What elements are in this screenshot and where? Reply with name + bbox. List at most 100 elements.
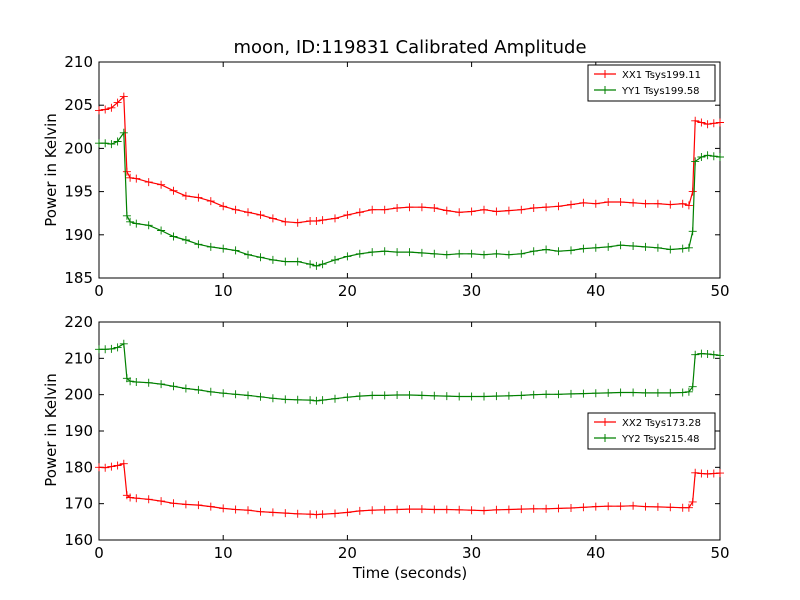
top-chart-data-point-yy1 [101, 139, 110, 148]
bottom-chart-data-point-yy2 [529, 390, 538, 399]
bottom-chart-x-tick-label: 20 [338, 544, 357, 562]
top-chart-axes-frame [98, 61, 721, 279]
top-chart-data-point-yy1 [169, 232, 178, 241]
top-chart-data-point-xx1 [281, 217, 290, 226]
bottom-chart-x-axis-label: Time (seconds) [352, 564, 468, 582]
top-chart-data-point-xx1 [331, 214, 339, 223]
top-chart-data-point-xx1 [169, 186, 178, 195]
top-chart-data-point-yy1 [442, 250, 451, 259]
top-chart-data-point-yy1 [268, 255, 277, 264]
bottom-chart-data-point-xx2 [691, 468, 700, 477]
bottom-chart-data-point-yy2 [703, 350, 712, 358]
top-chart-data-point-xx1 [206, 197, 215, 206]
legend-label-yy2: YY2 Tsys215.48 [621, 434, 700, 445]
top-chart-data-point-xx1 [318, 216, 327, 225]
bottom-chart-legend-box [587, 412, 716, 450]
bottom-chart-data-point-xx2 [244, 506, 252, 515]
top-chart-data-point-xx1 [393, 204, 402, 212]
top-chart-data-point-xx1 [504, 206, 513, 215]
bottom-chart-data-point-xx2 [380, 505, 389, 514]
top-chart-data-point-yy1 [132, 219, 141, 228]
bottom-chart-data-point-yy2 [417, 391, 426, 400]
top-chart-data-point-yy1 [119, 128, 128, 137]
top-chart-data-point-xx1 [312, 217, 321, 225]
top-chart-data-point-xx1 [368, 205, 377, 214]
bottom-chart-y-tick-label: 160 [64, 531, 93, 549]
bottom-chart-data-point-xx2 [492, 505, 501, 514]
top-chart-data-point-yy1 [641, 242, 650, 251]
bottom-chart-data-point-xx2 [293, 509, 302, 518]
bottom-chart-data-point-xx2 [206, 502, 215, 511]
top-chart-data-point-xx1 [442, 206, 451, 215]
bottom-chart-data-point-yy2 [653, 388, 662, 397]
top-chart-data-point-xx1 [132, 174, 141, 183]
bottom-chart-data-point-yy2 [467, 392, 476, 401]
top-chart-data-point-xx1 [181, 191, 190, 200]
bottom-chart-data-point-yy2 [331, 394, 339, 403]
bottom-chart-data-point-xx2 [666, 503, 675, 512]
top-chart-y-tick-label: 210 [64, 53, 93, 71]
top-chart-data-point-yy1 [684, 243, 693, 252]
top-chart-data-point-xx1 [697, 118, 706, 127]
top-chart-x-tick-label: 40 [586, 282, 605, 300]
top-chart-data-point-yy1 [157, 226, 166, 235]
bottom-chart-data-point-yy2 [430, 391, 439, 400]
top-chart-data-point-yy1 [181, 236, 190, 244]
bottom-chart: Time (seconds) Power in Kelvin 0 10 20 30 40… [42, 313, 730, 582]
top-chart-data-point-yy1 [467, 249, 476, 258]
legend-label-xx1: XX1 Tsys199.11 [622, 70, 701, 81]
bottom-chart-plot-layer: 0 10 20 30 40 50 160 170 180 190 200 210 220 [64, 313, 729, 562]
top-chart-data-point-xx1 [405, 203, 414, 212]
top-chart-data-point-xx1 [641, 199, 650, 208]
top-chart-y-tick-label: 200 [64, 139, 93, 157]
bottom-chart-data-point-xx2 [641, 502, 650, 511]
bottom-chart-data-point-xx2 [442, 505, 451, 514]
top-chart-data-point-yy1 [355, 249, 364, 258]
bottom-chart-data-point-yy2 [306, 396, 315, 405]
top-chart-data-point-yy1 [219, 244, 228, 253]
bottom-chart-data-point-yy2 [132, 378, 141, 386]
top-chart-data-point-yy1 [591, 243, 600, 252]
top-chart-legend-box [587, 64, 716, 102]
bottom-chart-data-point-yy2 [368, 391, 377, 400]
top-chart-data-point-yy1 [244, 250, 252, 259]
top-chart-data-point-yy1 [393, 248, 402, 257]
bottom-chart-data-point-yy2 [393, 391, 402, 399]
top-chart-data-point-xx1 [709, 119, 718, 128]
top-chart-data-point-yy1 [604, 242, 613, 251]
top-chart-data-point-yy1 [567, 246, 575, 255]
bottom-chart-data-point-xx2 [405, 505, 414, 514]
top-chart-x-tick-label: 10 [214, 282, 233, 300]
top-chart-data-point-yy1 [504, 250, 513, 259]
top-chart-data-point-xx1 [122, 167, 131, 176]
top-chart-data-point-xx1 [219, 202, 228, 211]
top-chart-data-point-yy1 [206, 242, 215, 251]
bottom-chart-data-point-xx2 [122, 491, 131, 500]
bottom-chart-x-tick-label: 10 [214, 544, 233, 562]
top-chart-data-point-xx1 [629, 198, 638, 207]
top-chart-data-point-yy1 [126, 217, 135, 226]
bottom-chart-data-point-yy2 [567, 389, 575, 398]
bottom-chart-data-point-yy2 [293, 395, 302, 404]
top-chart-data-point-xx1 [231, 205, 240, 214]
bottom-chart-data-point-xx2 [567, 504, 575, 512]
bottom-chart-data-point-xx2 [107, 462, 116, 471]
bottom-chart-data-point-xx2 [579, 503, 588, 512]
top-chart-data-point-yy1 [343, 252, 352, 261]
top-chart-data-point-xx1 [467, 207, 476, 216]
bottom-chart-data-point-xx2 [393, 505, 402, 514]
top-chart-data-point-xx1 [616, 198, 625, 206]
top-chart-data-point-xx1 [666, 200, 675, 209]
bottom-chart-data-point-yy2 [343, 393, 352, 402]
top-chart-data-point-xx1 [144, 178, 153, 187]
top-chart-data-point-yy1 [231, 246, 240, 255]
bottom-chart-data-point-yy2 [144, 378, 153, 387]
bottom-chart-data-point-xx2 [529, 504, 538, 513]
bottom-chart-data-point-yy2 [405, 391, 414, 399]
bottom-chart-y-tick-label: 190 [64, 422, 93, 440]
bottom-chart-data-point-yy2 [318, 396, 327, 405]
bottom-chart-data-point-yy2 [480, 392, 488, 401]
bottom-chart-data-point-xx2 [517, 505, 526, 514]
bottom-chart-data-point-xx2 [653, 502, 662, 511]
